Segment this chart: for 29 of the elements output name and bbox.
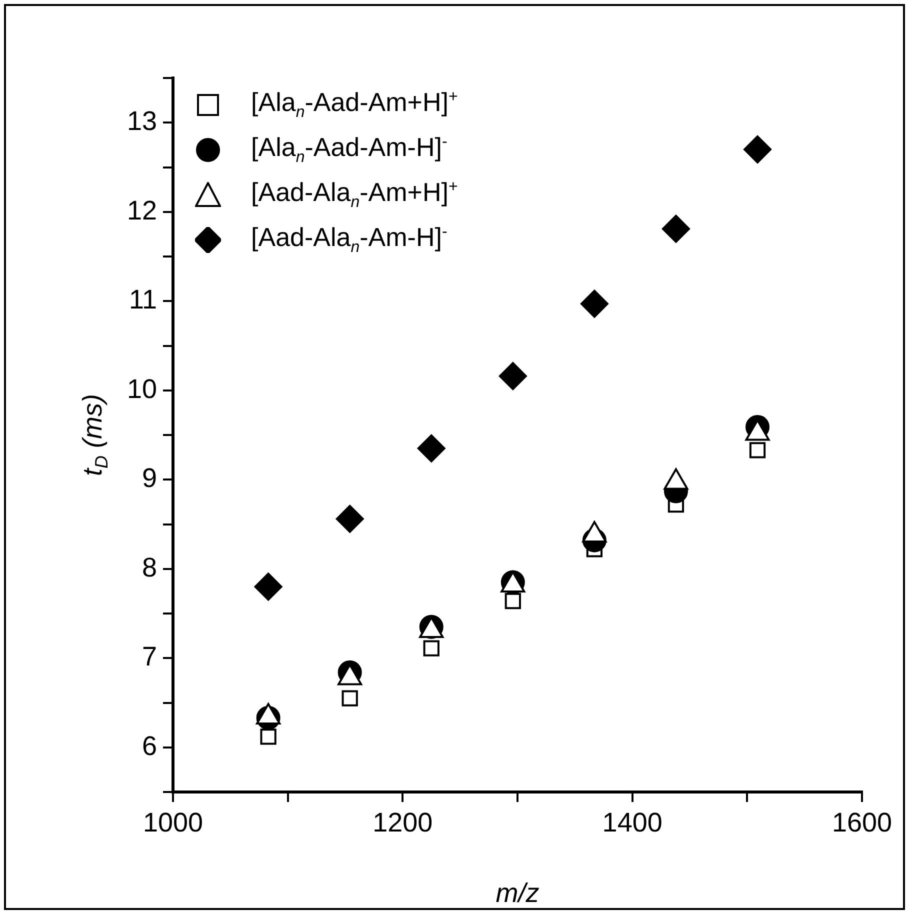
y-tick-label: 11 — [128, 284, 157, 315]
y-tick-label: 6 — [142, 730, 157, 761]
y-tick-label: 7 — [142, 642, 157, 672]
legend-label: [Ala$_{n}$-Aad-Am+H]$^{+}$ — [251, 86, 458, 122]
point — [498, 362, 527, 390]
y-tick-label: 12 — [126, 195, 157, 226]
point — [504, 592, 521, 610]
y-tick-label: 9 — [142, 463, 157, 494]
y-tick-label: 10 — [126, 374, 157, 404]
legend-label: [Aad-Ala$_{n}$-Am-H]$^{-}$ — [251, 222, 448, 258]
x-tick-label: 1400 — [602, 808, 662, 838]
y-tick-label: 8 — [142, 552, 157, 582]
point — [744, 135, 772, 164]
point — [662, 214, 690, 243]
point — [749, 442, 766, 458]
y-tick-label: 13 — [126, 106, 157, 136]
point — [423, 640, 440, 656]
point — [417, 434, 446, 462]
x-tick-label: 1000 — [142, 808, 204, 838]
point — [260, 728, 276, 745]
point — [254, 572, 282, 601]
legend-label: [Ala$_{n}$-Aad-Am-H]$^{-}$ — [251, 132, 448, 168]
legend-label: [Aad-Ala$_{n}$-Am+H]$^{+}$ — [251, 176, 458, 212]
point — [336, 504, 364, 533]
x-tick-label: 1600 — [832, 808, 892, 838]
point — [580, 290, 608, 318]
point — [342, 690, 358, 706]
x-axis-title: m/z — [496, 878, 540, 909]
x-tick-label: 1200 — [372, 808, 433, 838]
